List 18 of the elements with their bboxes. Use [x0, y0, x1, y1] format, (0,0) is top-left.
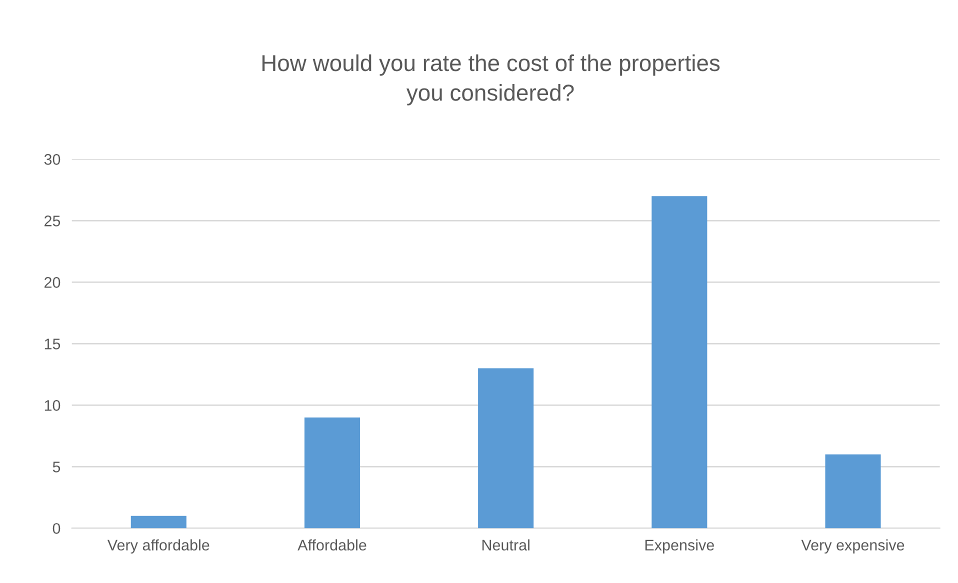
x-tick-label: Very expensive — [801, 539, 904, 554]
y-tick-label: 10 — [44, 400, 60, 411]
y-tick-label: 30 — [44, 154, 60, 165]
x-tick-label: Affordable — [298, 539, 366, 551]
chart-title: How would you rate the cost of the properties you considered? — [262, 54, 720, 106]
bar — [478, 368, 534, 528]
x-tick-label: Very affordable — [107, 539, 210, 554]
y-tick-label: 20 — [44, 277, 60, 288]
y-tick-label: 5 — [52, 462, 60, 472]
bar — [304, 417, 360, 528]
x-tick-label: Neutral — [482, 539, 530, 551]
x-tick-label: Expensive — [645, 539, 714, 554]
y-tick-label: 15 — [44, 338, 60, 350]
y-tick-label: 0 — [52, 523, 60, 534]
bar — [130, 516, 186, 528]
y-tick-label: 25 — [44, 216, 60, 226]
bar — [652, 196, 708, 528]
bar — [825, 454, 881, 528]
